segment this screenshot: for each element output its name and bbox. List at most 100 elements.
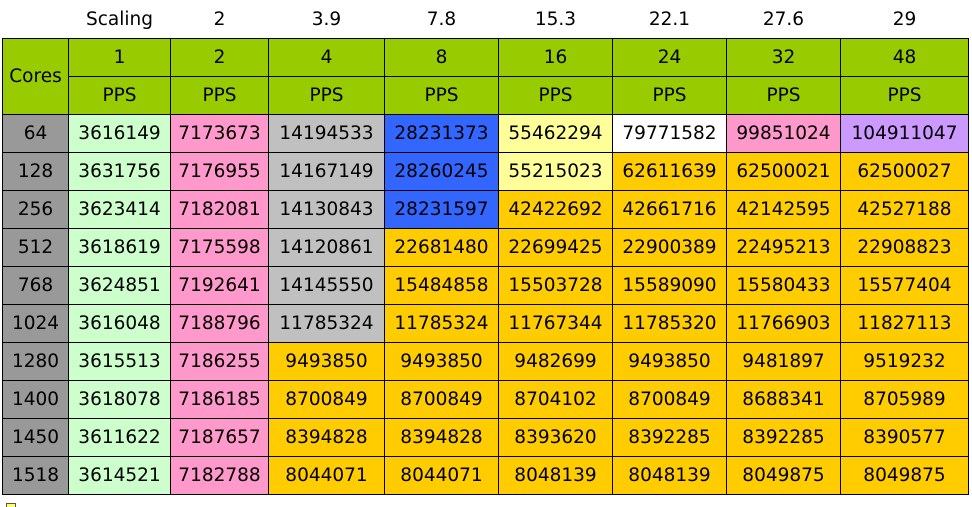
pps-cell[interactable]: 42142595 [726, 190, 841, 229]
pps-cell[interactable]: 9493850 [268, 342, 385, 381]
pps-cell[interactable]: 8700849 [268, 380, 385, 419]
pps-cell[interactable]: 28231597 [384, 190, 499, 229]
pps-cell[interactable]: 9482699 [498, 342, 613, 381]
scaling-value: 2 [170, 0, 269, 39]
table-row: 256 3623414 7182081 14130843 28231597 4242269… [2, 190, 969, 229]
pps-cell[interactable]: 22900389 [612, 228, 727, 267]
pps-cell[interactable]: 14145550 [268, 266, 385, 305]
cores-cell: 1024 [2, 304, 69, 343]
pps-cell[interactable]: 28231373 [384, 114, 499, 153]
pps-cell[interactable]: 42661716 [612, 190, 727, 229]
pps-cell[interactable]: 3614521 [68, 456, 171, 495]
pps-cell[interactable]: 62500027 [840, 152, 969, 191]
pps-cell[interactable]: 62500021 [726, 152, 841, 191]
pps-cell[interactable]: 55462294 [498, 114, 613, 153]
pps-cell[interactable]: 7182081 [170, 190, 269, 229]
unit-header: PPS [68, 76, 171, 115]
pps-cell[interactable]: 62611639 [612, 152, 727, 191]
pps-cell[interactable]: 7192641 [170, 266, 269, 305]
pps-cell[interactable]: 15503728 [498, 266, 613, 305]
pps-cell[interactable]: 11766903 [726, 304, 841, 343]
pps-cell[interactable]: 99851024 [726, 114, 841, 153]
pps-cell[interactable]: 8044071 [268, 456, 385, 495]
pps-cell[interactable]: 22908823 [840, 228, 969, 267]
pps-cell[interactable]: 14194533 [268, 114, 385, 153]
pps-cell[interactable]: 7187657 [170, 418, 269, 457]
pps-cell[interactable]: 22699425 [498, 228, 613, 267]
pps-cell[interactable]: 8704102 [498, 380, 613, 419]
pps-cell[interactable]: 8044071 [384, 456, 499, 495]
pps-cell[interactable]: 3616048 [68, 304, 171, 343]
cores-cell: 512 [2, 228, 69, 267]
table-row: 1024 3616048 7188796 11785324 11785324 117673… [2, 304, 969, 343]
pps-cell[interactable]: 7173673 [170, 114, 269, 153]
pps-cell[interactable]: 9493850 [612, 342, 727, 381]
unit-header: PPS [384, 76, 499, 115]
pps-cell[interactable]: 11785324 [384, 304, 499, 343]
cores-header: Cores [2, 38, 69, 115]
thread-count-header: 24 [612, 38, 727, 77]
table-row: 1518 3614521 7182788 8044071 8044071 8048139 8… [2, 456, 969, 495]
cores-cell: 256 [2, 190, 69, 229]
cell-comment-marker [6, 503, 16, 507]
cores-cell: 1400 [2, 380, 69, 419]
pps-cell[interactable]: 28260245 [384, 152, 499, 191]
pps-cell[interactable]: 9493850 [384, 342, 499, 381]
pps-cell[interactable]: 3631756 [68, 152, 171, 191]
cores-cell: 1280 [2, 342, 69, 381]
pps-cell[interactable]: 14120861 [268, 228, 385, 267]
cores-cell: 1450 [2, 418, 69, 457]
pps-cell[interactable]: 9519232 [840, 342, 969, 381]
pps-cell[interactable]: 104911047 [840, 114, 969, 153]
pps-cell[interactable]: 8700849 [612, 380, 727, 419]
pps-cell[interactable]: 8049875 [840, 456, 969, 495]
pps-cell[interactable]: 8048139 [612, 456, 727, 495]
pps-cell[interactable]: 3623414 [68, 190, 171, 229]
pps-cell[interactable]: 11785320 [612, 304, 727, 343]
pps-cell[interactable]: 8394828 [384, 418, 499, 457]
pps-cell[interactable]: 8394828 [268, 418, 385, 457]
pps-cell[interactable]: 79771582 [612, 114, 727, 153]
pps-cell[interactable]: 3618078 [68, 380, 171, 419]
pps-cell[interactable]: 8392285 [612, 418, 727, 457]
pps-cell[interactable]: 8049875 [726, 456, 841, 495]
pps-cell[interactable]: 15580433 [726, 266, 841, 305]
pps-cell[interactable]: 7176955 [170, 152, 269, 191]
pps-cell[interactable]: 3618619 [68, 228, 171, 267]
pps-cell[interactable]: 8048139 [498, 456, 613, 495]
pps-cell[interactable]: 14130843 [268, 190, 385, 229]
pps-cell[interactable]: 22681480 [384, 228, 499, 267]
pps-cell[interactable]: 7175598 [170, 228, 269, 267]
pps-cell[interactable]: 22495213 [726, 228, 841, 267]
pps-cell[interactable]: 3611622 [68, 418, 171, 457]
pps-cell[interactable]: 11785324 [268, 304, 385, 343]
pps-cell[interactable]: 8705989 [840, 380, 969, 419]
pps-cell[interactable]: 9481897 [726, 342, 841, 381]
pps-cell[interactable]: 8688341 [726, 380, 841, 419]
pps-cell[interactable]: 14167149 [268, 152, 385, 191]
pps-cell[interactable]: 42527188 [840, 190, 969, 229]
pps-cell[interactable]: 15589090 [612, 266, 727, 305]
table-row: 1450 3611622 7187657 8394828 8394828 8393620 8… [2, 418, 969, 457]
pps-cell[interactable]: 3615513 [68, 342, 171, 381]
pps-cell[interactable]: 15484858 [384, 266, 499, 305]
unit-header: PPS [268, 76, 385, 115]
pps-cell[interactable]: 3624851 [68, 266, 171, 305]
pps-cell[interactable]: 42422692 [498, 190, 613, 229]
pps-cell[interactable]: 8390577 [840, 418, 969, 457]
pps-cell[interactable]: 7186185 [170, 380, 269, 419]
scaling-value: 7.8 [384, 0, 499, 39]
unit-header: PPS [726, 76, 841, 115]
pps-cell[interactable]: 11767344 [498, 304, 613, 343]
pps-cell[interactable]: 15577404 [840, 266, 969, 305]
table-body: Scaling 2 3.9 7.8 15.3 22.1 27.6 29 Core… [2, 0, 969, 495]
pps-cell[interactable]: 55215023 [498, 152, 613, 191]
pps-cell[interactable]: 7182788 [170, 456, 269, 495]
pps-cell[interactable]: 11827113 [840, 304, 969, 343]
pps-cell[interactable]: 7188796 [170, 304, 269, 343]
pps-cell[interactable]: 8392285 [726, 418, 841, 457]
pps-cell[interactable]: 8700849 [384, 380, 499, 419]
pps-cell[interactable]: 7186255 [170, 342, 269, 381]
pps-cell[interactable]: 8393620 [498, 418, 613, 457]
pps-cell[interactable]: 3616149 [68, 114, 171, 153]
